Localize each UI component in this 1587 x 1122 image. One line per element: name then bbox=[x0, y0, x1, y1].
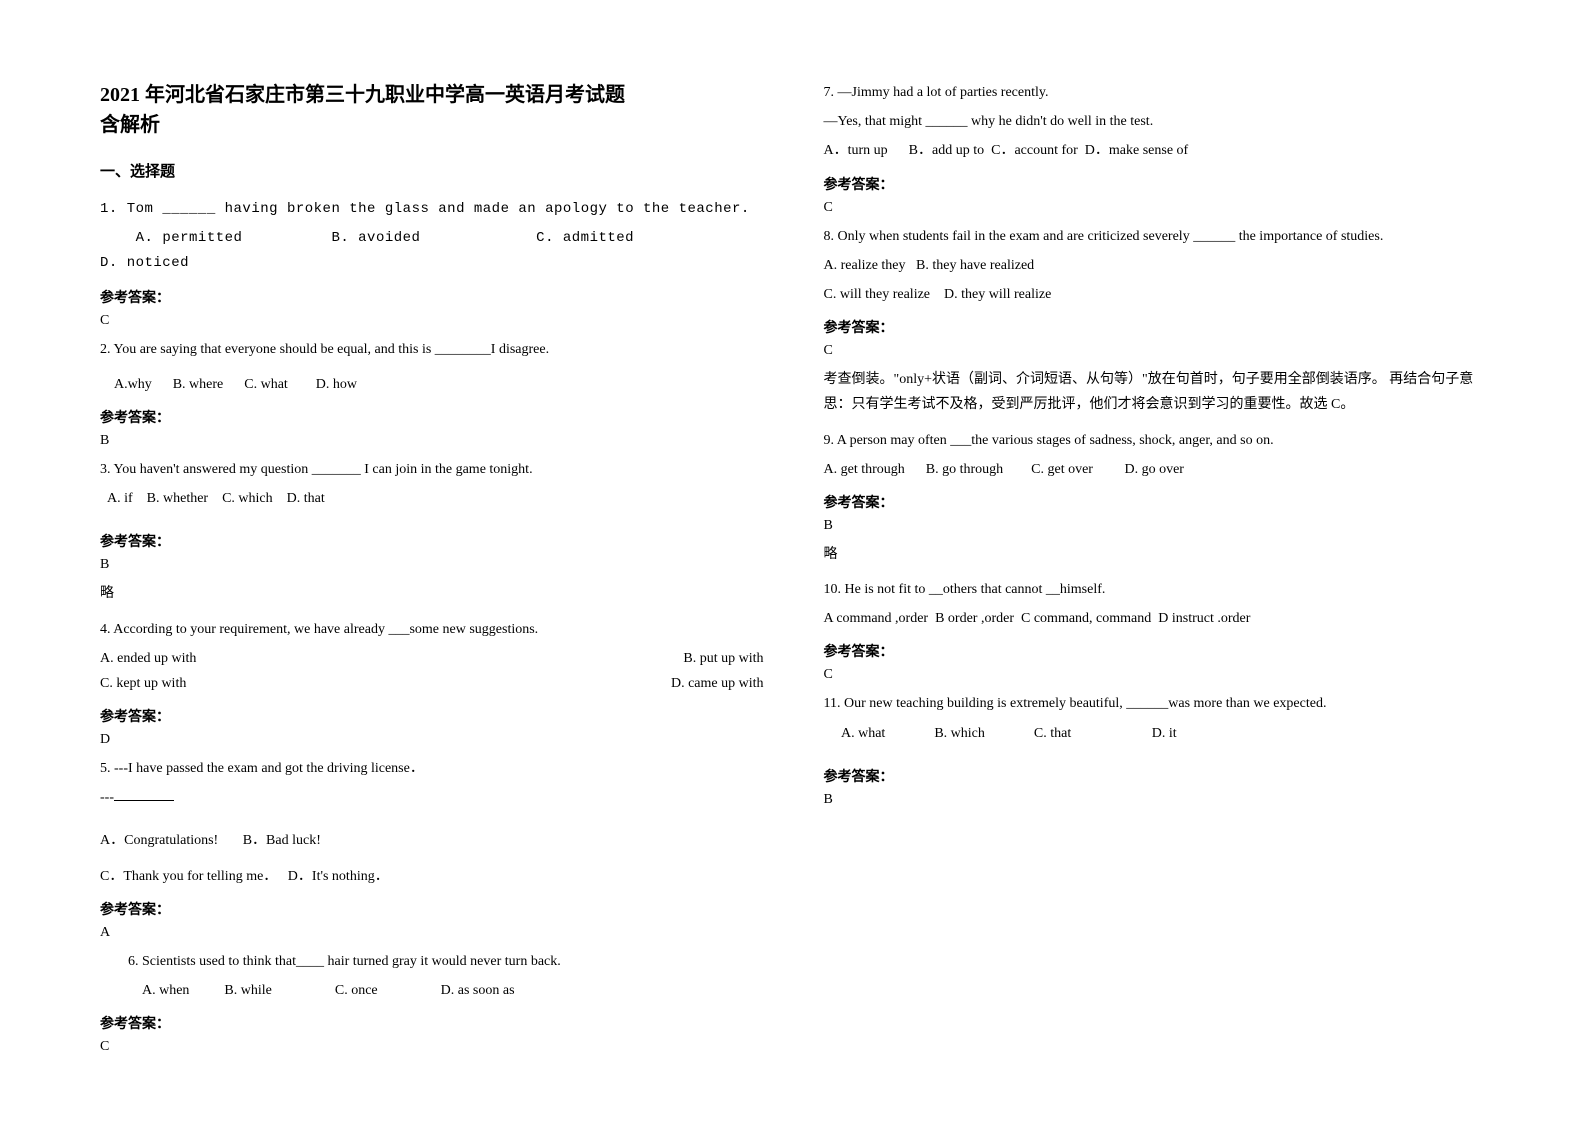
question-10: 10. He is not fit to __others that canno… bbox=[824, 577, 1488, 631]
answer-label: 参考答案： bbox=[824, 174, 1488, 194]
question-4: 4. According to your requirement, we hav… bbox=[100, 617, 764, 697]
q3-note: 略 bbox=[100, 581, 764, 606]
q2-text: 2. You are saying that everyone should b… bbox=[100, 337, 764, 362]
q9-options: A. get through B. go through C. get over… bbox=[824, 457, 1488, 482]
q10-options: A command ,order B order ,order C comman… bbox=[824, 606, 1488, 631]
q10-text: 10. He is not fit to __others that canno… bbox=[824, 577, 1488, 602]
q3-options: A. if B. whether C. which D. that bbox=[100, 486, 764, 511]
answer-label: 参考答案： bbox=[100, 706, 764, 726]
answer-label: 参考答案： bbox=[100, 1013, 764, 1033]
q8-options-1: A. realize they B. they have realized bbox=[824, 253, 1488, 278]
q3-answer: B bbox=[100, 557, 764, 573]
q1-options: A. permitted B. avoided C. admitted D. n… bbox=[100, 226, 764, 276]
question-3: 3. You haven't answered my question ____… bbox=[100, 457, 764, 511]
q5-options-1: A．Congratulations! B．Bad luck! bbox=[100, 828, 764, 853]
answer-label: 参考答案： bbox=[100, 287, 764, 307]
q9-text: 9. A person may often ___the various sta… bbox=[824, 428, 1488, 453]
q4-options-row2: C. kept up with D. came up with bbox=[100, 671, 764, 696]
q8-answer: C bbox=[824, 343, 1488, 359]
q8-options-2: C. will they realize D. they will realiz… bbox=[824, 282, 1488, 307]
q5-options-2: C．Thank you for telling me． D．It's nothi… bbox=[100, 864, 764, 889]
exam-page: 2021 年河北省石家庄市第三十九职业中学高一英语月考试题 含解析 一、选择题 … bbox=[100, 80, 1487, 1082]
answer-label: 参考答案： bbox=[824, 317, 1488, 337]
q7-answer: C bbox=[824, 200, 1488, 216]
q7-options: A．turn up B．add up to C．account for D．ma… bbox=[824, 138, 1488, 163]
title-line-1: 2021 年河北省石家庄市第三十九职业中学高一英语月考试题 bbox=[100, 80, 764, 110]
q1-answer: C bbox=[100, 313, 764, 329]
q10-answer: C bbox=[824, 667, 1488, 683]
q7-text: 7. —Jimmy had a lot of parties recently. bbox=[824, 80, 1488, 105]
question-7: 7. —Jimmy had a lot of parties recently.… bbox=[824, 80, 1488, 164]
q4-answer: D bbox=[100, 732, 764, 748]
question-8: 8. Only when students fail in the exam a… bbox=[824, 224, 1488, 308]
section-header: 一、选择题 bbox=[100, 160, 764, 181]
answer-label: 参考答案： bbox=[100, 407, 764, 427]
answer-label: 参考答案： bbox=[824, 492, 1488, 512]
page-title: 2021 年河北省石家庄市第三十九职业中学高一英语月考试题 含解析 bbox=[100, 80, 764, 140]
q6-text: 6. Scientists used to think that____ hai… bbox=[100, 949, 764, 974]
q11-options: A. what B. which C. that D. it bbox=[824, 721, 1488, 746]
answer-label: 参考答案： bbox=[824, 641, 1488, 661]
q8-text: 8. Only when students fail in the exam a… bbox=[824, 224, 1488, 249]
q6-options: A. when B. while C. once D. as soon as bbox=[100, 978, 764, 1003]
q5-answer: A bbox=[100, 925, 764, 941]
q11-text: 11. Our new teaching building is extreme… bbox=[824, 691, 1488, 716]
q9-answer: B bbox=[824, 518, 1488, 534]
q3-text: 3. You haven't answered my question ____… bbox=[100, 457, 764, 482]
answer-label: 参考答案： bbox=[100, 531, 764, 551]
question-1: 1. Tom ______ having broken the glass an… bbox=[100, 197, 764, 277]
question-5: 5. ---I have passed the exam and got the… bbox=[100, 756, 764, 889]
q9-note: 略 bbox=[824, 542, 1488, 567]
q5-text: 5. ---I have passed the exam and got the… bbox=[100, 756, 764, 781]
answer-label: 参考答案： bbox=[824, 766, 1488, 786]
q8-note: 考查倒装。"only+状语（副词、介词短语、从句等）"放在句首时，句子要用全部倒… bbox=[824, 367, 1488, 417]
q7-extra: —Yes, that might ______ why he didn't do… bbox=[824, 109, 1488, 134]
question-11: 11. Our new teaching building is extreme… bbox=[824, 691, 1488, 745]
q6-answer: C bbox=[100, 1039, 764, 1055]
answer-label: 参考答案： bbox=[100, 899, 764, 919]
q1-text: 1. Tom ______ having broken the glass an… bbox=[100, 197, 764, 222]
question-6: 6. Scientists used to think that____ hai… bbox=[100, 949, 764, 1003]
q2-options: A.why B. where C. what D. how bbox=[100, 372, 764, 397]
question-9: 9. A person may often ___the various sta… bbox=[824, 428, 1488, 482]
q4-options-row1: A. ended up with B. put up with bbox=[100, 646, 764, 671]
q11-answer: B bbox=[824, 792, 1488, 808]
title-line-2: 含解析 bbox=[100, 110, 764, 140]
q2-answer: B bbox=[100, 433, 764, 449]
question-2: 2. You are saying that everyone should b… bbox=[100, 337, 764, 397]
q5-extra: --- bbox=[100, 785, 764, 810]
q4-text: 4. According to your requirement, we hav… bbox=[100, 617, 764, 642]
